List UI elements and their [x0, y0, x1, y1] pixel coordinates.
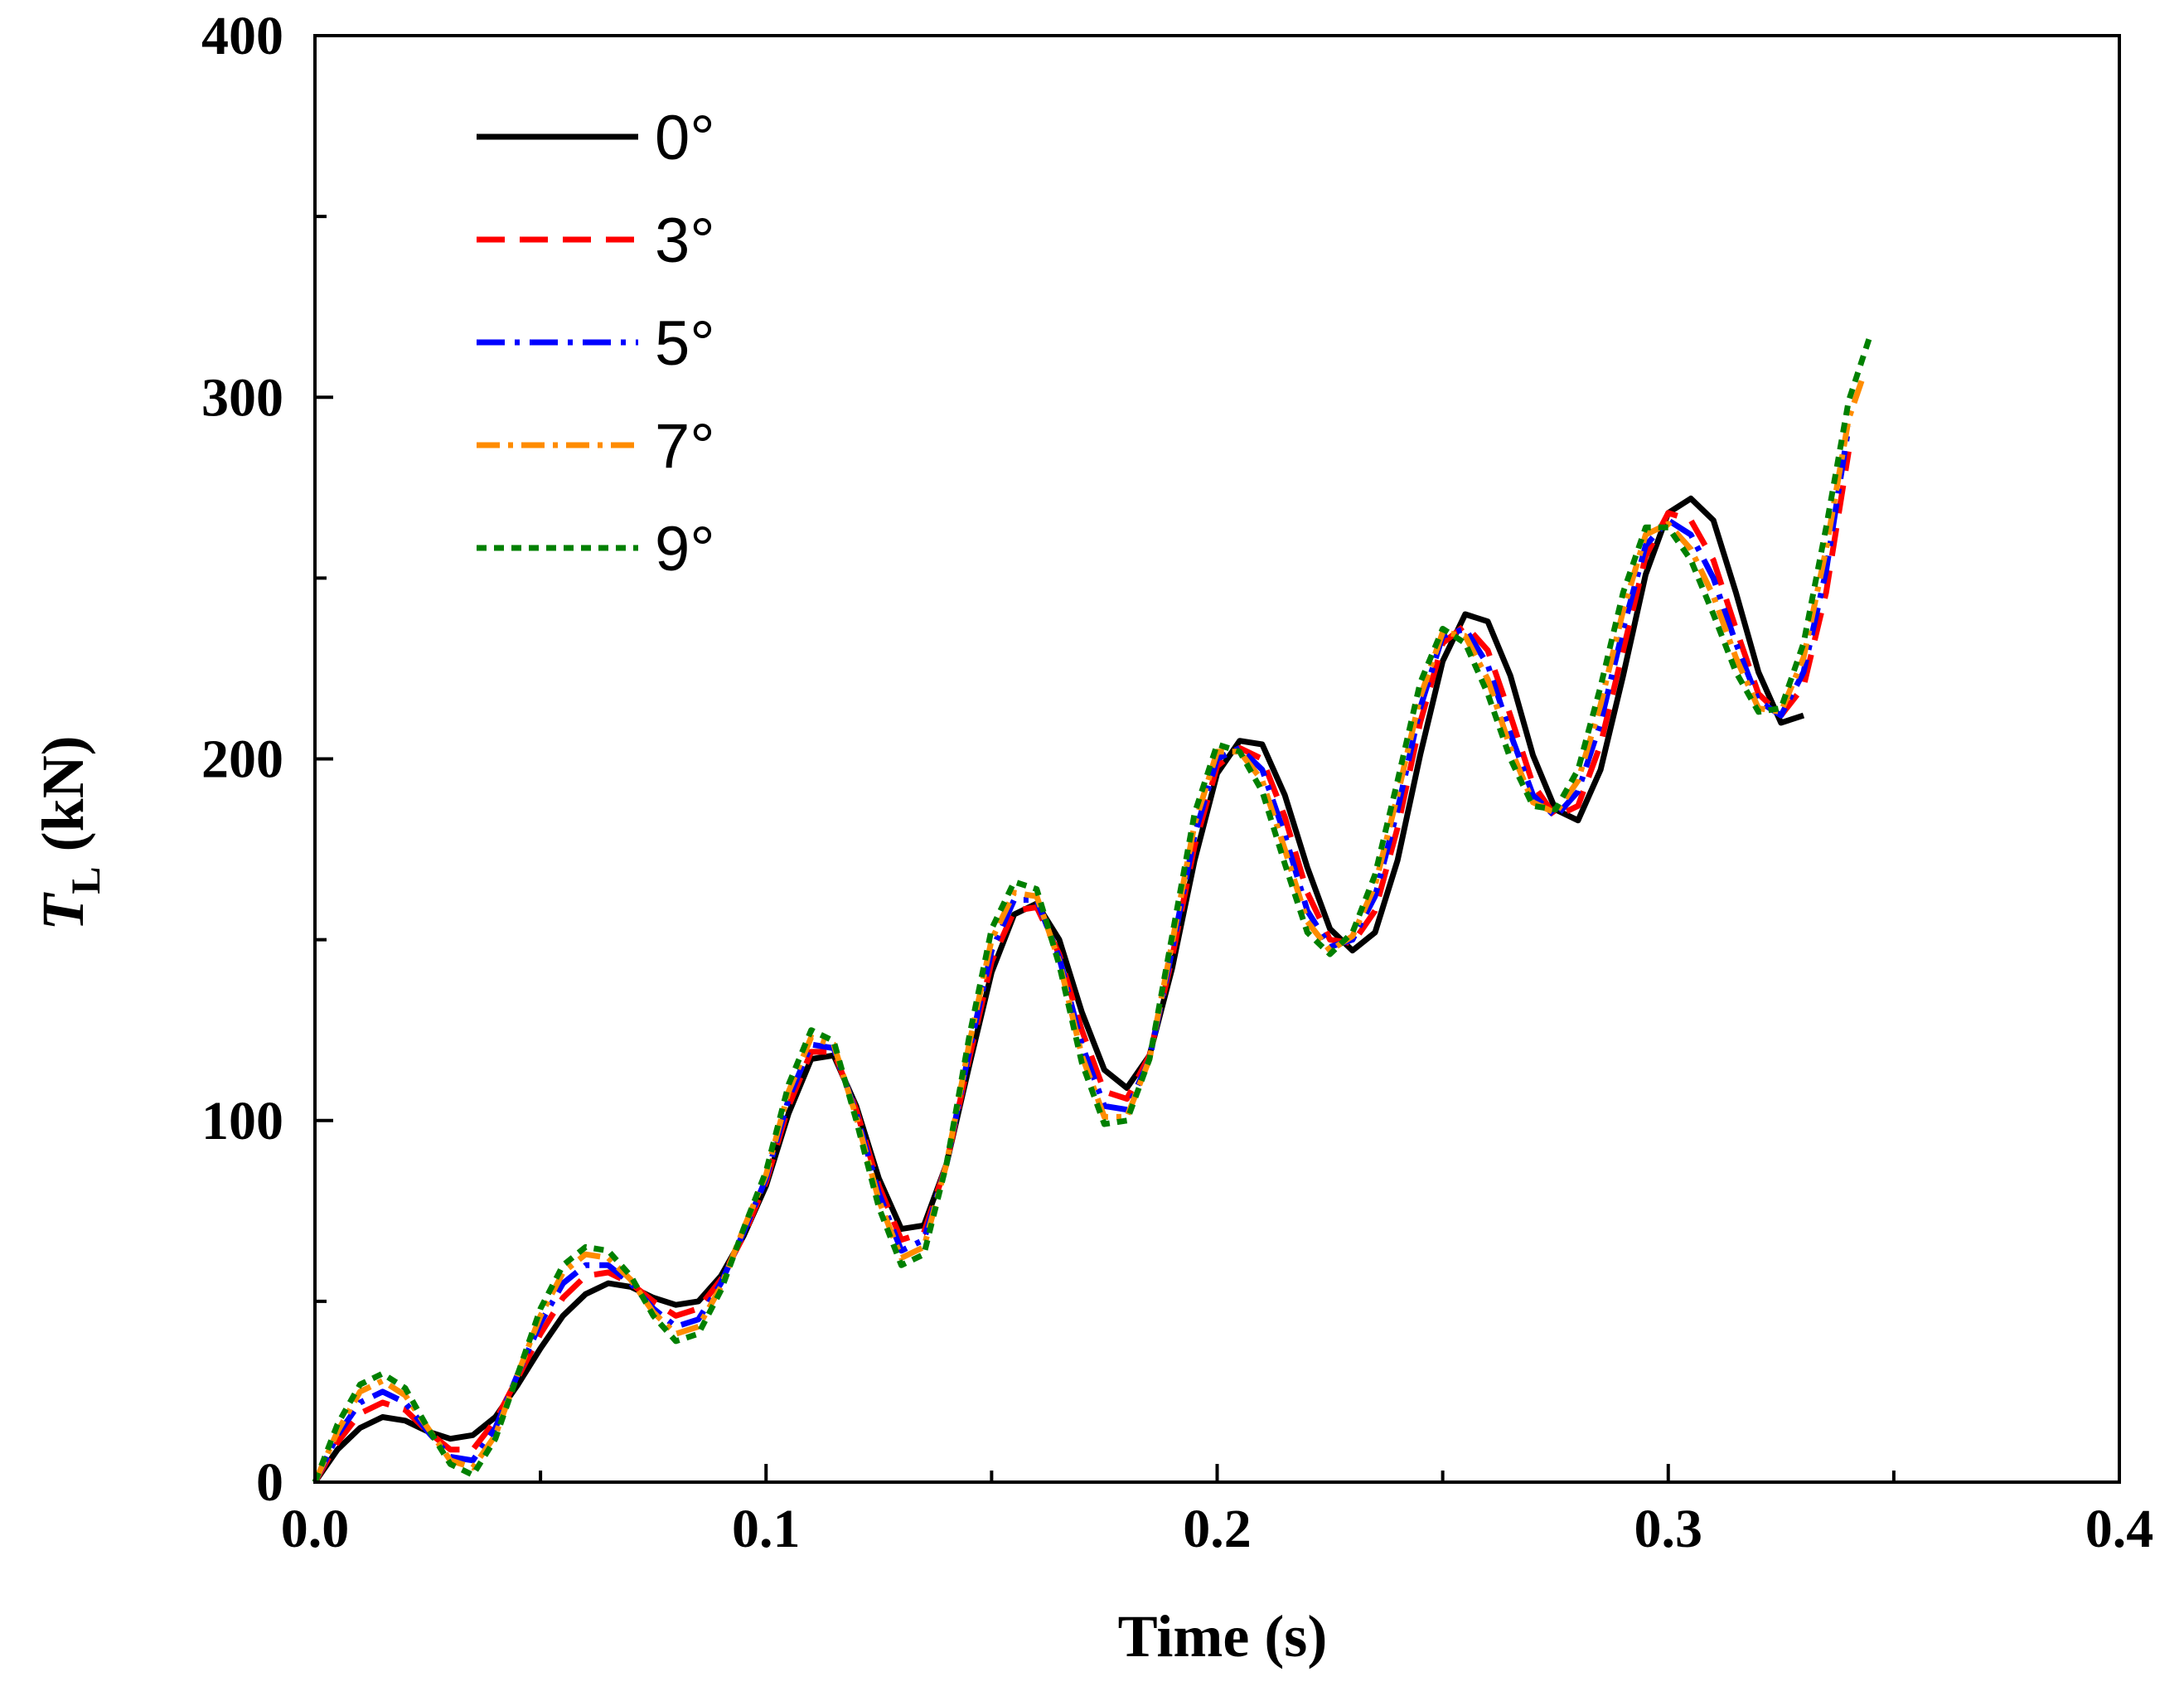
series-line-3: [312, 378, 1866, 1484]
y-tick-label: 0: [256, 1452, 283, 1513]
series-line-1: [312, 451, 1852, 1484]
y-tick-label: 200: [201, 729, 283, 790]
y-tick-label: 400: [201, 6, 283, 66]
y-axis-label-main: T: [30, 892, 96, 931]
x-axis-label: Time (s): [1118, 1603, 1328, 1669]
legend: 0° 3° 5° 7° 9°: [477, 103, 715, 584]
y-axis-label-subscript: L: [62, 866, 109, 894]
legend-label-1: 3°: [655, 206, 715, 276]
x-tick-label: 0.1: [732, 1499, 801, 1559]
y-axis-label-unit: (kN): [30, 735, 96, 851]
y-axis-label: TL (kN): [30, 735, 109, 930]
x-tick-label: 0.2: [1183, 1499, 1252, 1559]
x-tick-label: 0.4: [2085, 1499, 2154, 1559]
y-tick-label: 300: [201, 367, 283, 428]
legend-label-3: 7°: [655, 411, 715, 482]
y-tick-label: 100: [201, 1091, 283, 1151]
legend-label-4: 9°: [655, 514, 715, 584]
x-tick-label: 0.3: [1634, 1499, 1703, 1559]
series-line-4: [312, 331, 1875, 1484]
plot-area: [312, 331, 1875, 1484]
series-line-2: [312, 425, 1852, 1484]
x-tick-label: 0.0: [281, 1499, 350, 1559]
legend-label-0: 0°: [655, 103, 715, 173]
legend-label-2: 5°: [655, 308, 715, 379]
axes: 0.0 0.1 0.2 0.3 0.4 0 100 200 300 400: [201, 6, 2153, 1559]
